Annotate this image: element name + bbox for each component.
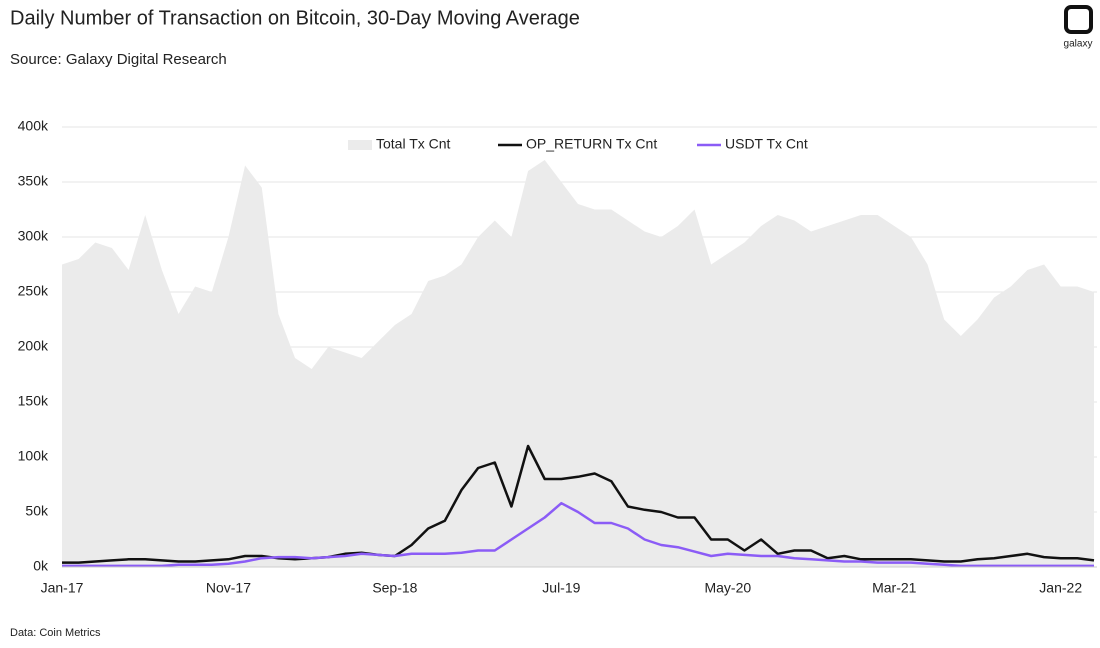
y-tick-label: 300k (18, 228, 49, 244)
logo-icon (1064, 5, 1093, 34)
y-tick-label: 100k (18, 448, 49, 464)
legend-label: USDT Tx Cnt (725, 136, 808, 152)
x-tick-label: Sep-18 (372, 580, 417, 596)
x-tick-label: Jan-17 (41, 580, 84, 596)
y-tick-label: 50k (25, 503, 49, 519)
y-tick-label: 350k (18, 173, 49, 189)
x-tick-label: Nov-17 (206, 580, 251, 596)
y-tick-label: 200k (18, 338, 49, 354)
x-tick-label: Jul-19 (542, 580, 580, 596)
legend-label: Total Tx Cnt (376, 136, 451, 152)
area (62, 160, 1094, 567)
x-tick-label: Mar-21 (872, 580, 917, 596)
y-tick-label: 150k (18, 393, 49, 409)
line (62, 444, 1095, 564)
line (62, 501, 1094, 568)
y-tick-label: 250k (18, 283, 49, 299)
chart-title: Daily Number of Transaction on Bitcoin, … (10, 7, 580, 29)
legend-label: OP_RETURN Tx Cnt (526, 136, 657, 152)
footnote: Data: Coin Metrics (10, 627, 101, 639)
chart-subtitle: Source: Galaxy Digital Research (10, 51, 227, 68)
legend-swatch (348, 140, 372, 150)
x-tick-label: Jan-22 (1039, 580, 1082, 596)
y-tick-label: 0k (33, 558, 49, 574)
x-tick-label: May-20 (704, 580, 751, 596)
y-tick-label: 400k (18, 118, 49, 134)
logo-text: galaxy (1064, 39, 1093, 50)
